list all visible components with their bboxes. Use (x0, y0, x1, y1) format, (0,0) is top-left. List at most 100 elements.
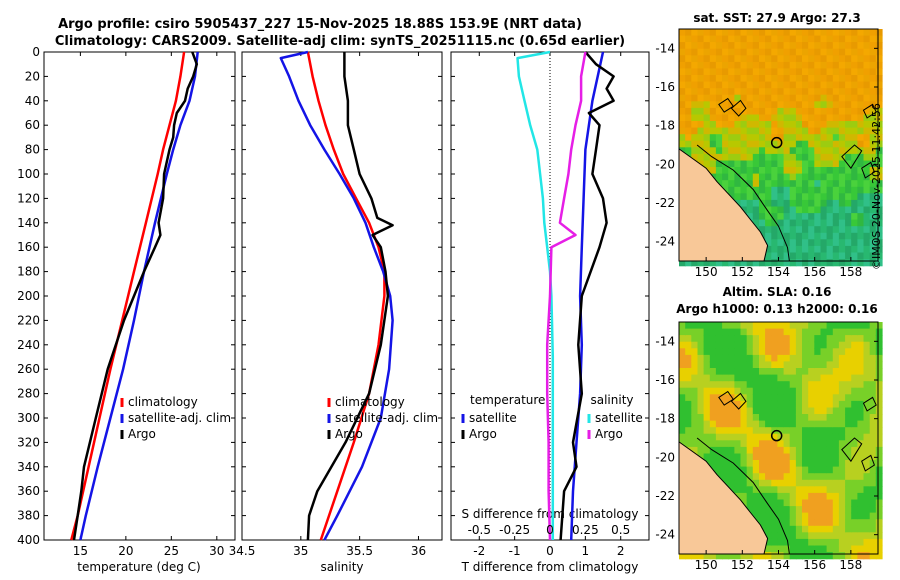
grid-cell (789, 61, 797, 70)
grid-cell (838, 348, 846, 356)
grid-cell (783, 506, 791, 514)
grid-cell (863, 420, 871, 428)
grid-cell (826, 68, 834, 76)
grid-cell (845, 552, 852, 560)
grid-cell (765, 160, 772, 168)
grid-cell (795, 75, 803, 83)
grid-cell (783, 341, 791, 349)
grid-cell (808, 134, 815, 142)
grid-cell (857, 368, 865, 376)
grid-cell (752, 68, 760, 76)
grid-cell (722, 55, 729, 63)
grid-cell (703, 68, 711, 76)
grid-cell (759, 219, 766, 227)
grid-cell (857, 193, 865, 201)
grid-cell (759, 512, 766, 520)
grid-cell (838, 180, 846, 188)
grid-cell (832, 538, 840, 547)
grid-cell (869, 134, 877, 142)
grid-cell (777, 160, 785, 168)
grid-cell (783, 394, 791, 402)
grid-cell (832, 147, 840, 155)
grid-cell (832, 407, 840, 415)
grid-cell (709, 88, 717, 96)
grid-cell (795, 341, 803, 349)
grid-cell (728, 453, 735, 461)
grid-cell (845, 121, 852, 129)
grid-cell (715, 407, 723, 415)
grid-cell (826, 101, 834, 109)
grid-cell (759, 427, 766, 435)
grid-cell (808, 374, 815, 382)
grid-cell (814, 440, 822, 448)
grid-cell (740, 486, 748, 494)
grid-cell (709, 341, 717, 349)
grid-cell (771, 147, 779, 155)
grid-cell (838, 239, 846, 247)
grid-cell (851, 259, 858, 267)
grid-cell (875, 361, 883, 369)
grid-cell (752, 420, 760, 428)
x-tick-label: -2 (473, 544, 485, 558)
grid-cell (808, 341, 815, 349)
grid-cell (765, 134, 772, 142)
grid-cell (728, 173, 735, 181)
grid-cell (826, 322, 834, 330)
grid-cell (808, 394, 815, 402)
grid-cell (869, 479, 877, 487)
grid-cell (857, 101, 865, 109)
grid-cell (759, 42, 766, 50)
grid-cell (869, 180, 877, 188)
grid-cell (857, 153, 865, 162)
grid-cell (826, 361, 834, 369)
grid-cell (734, 35, 742, 43)
grid-cell (795, 538, 803, 547)
grid-cell (740, 473, 748, 481)
grid-cell (759, 499, 766, 507)
grid-cell (777, 427, 785, 435)
grid-cell (820, 180, 828, 188)
grid-cell (869, 440, 877, 448)
grid-cell (685, 433, 692, 441)
grid-cell (703, 394, 711, 402)
grid-cell (789, 492, 797, 501)
grid-cell (802, 407, 809, 415)
grid-cell (783, 127, 791, 135)
grid-cell (715, 427, 723, 435)
grid-cell (851, 368, 858, 376)
grid-cell (869, 55, 877, 63)
grid-cell (838, 55, 846, 63)
grid-cell (863, 381, 871, 389)
grid-cell (765, 239, 772, 247)
grid-cell (789, 81, 797, 89)
grid-cell (795, 42, 803, 50)
grid-cell (765, 348, 772, 356)
grid-cell (728, 381, 735, 389)
grid-cell (759, 29, 766, 37)
grid-cell (709, 29, 717, 37)
grid-cell (875, 61, 883, 70)
grid-cell (875, 545, 883, 553)
grid-cell (789, 552, 797, 560)
grid-cell (808, 460, 815, 468)
difference-x-label: T difference from climatology (461, 560, 639, 574)
grid-cell (875, 29, 883, 37)
grid-cell (715, 552, 723, 560)
grid-cell (845, 361, 852, 369)
grid-cell (802, 252, 809, 260)
grid-cell (783, 512, 791, 520)
grid-cell (814, 335, 822, 343)
grid-cell (802, 55, 809, 63)
grid-cell (808, 94, 815, 102)
legend-label: satellite-adj. clim (335, 411, 438, 425)
s-tick-label: -0.25 (499, 523, 530, 537)
grid-cell (795, 167, 803, 175)
grid-cell (802, 160, 809, 168)
grid-cell (851, 545, 858, 553)
grid-cell (832, 492, 840, 501)
grid-cell (679, 414, 686, 422)
grid-cell (802, 499, 809, 507)
grid-cell (703, 341, 711, 349)
grid-cell (734, 433, 742, 441)
grid-cell (845, 506, 852, 514)
